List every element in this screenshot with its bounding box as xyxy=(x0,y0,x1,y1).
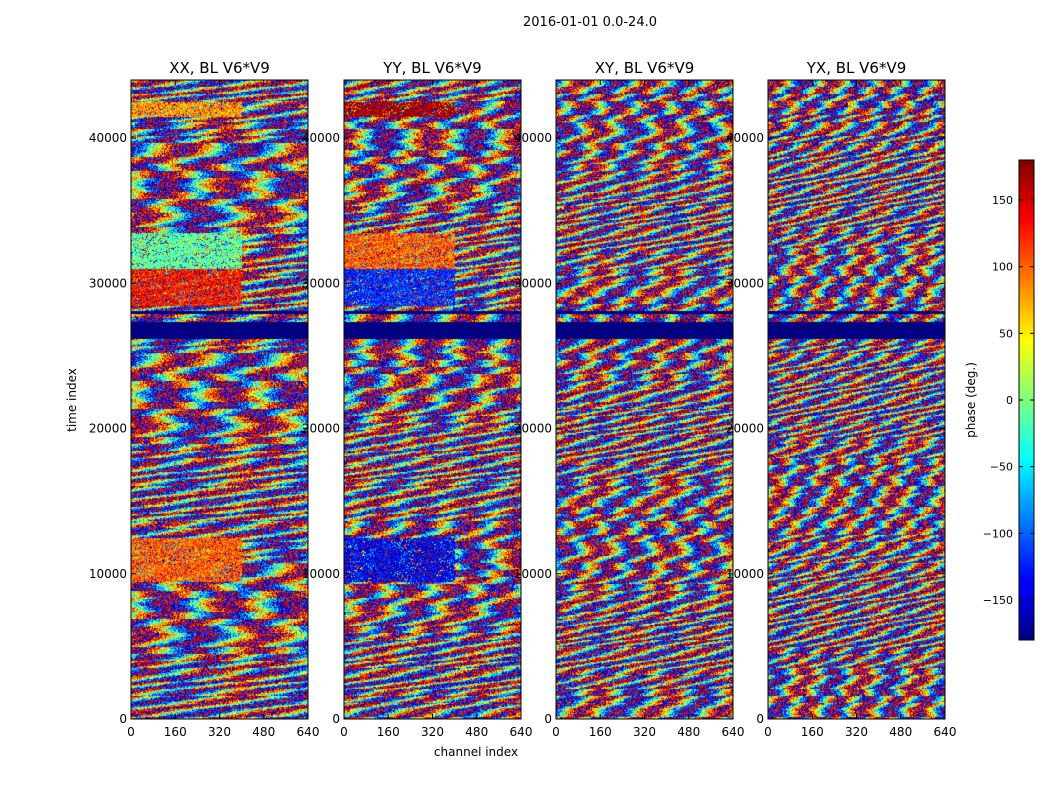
y-tick-label: 20000 xyxy=(514,422,552,436)
x-tick-label: 640 xyxy=(297,725,320,739)
panel-0: XX, BL V6*V9 0 160 320 480 640 0 10000 20000 3000… xyxy=(89,59,320,739)
colorbar-tick-label: 100 xyxy=(992,261,1013,274)
y-tick-label: 0 xyxy=(544,712,552,726)
x-tick-label: 0 xyxy=(340,725,348,739)
x-tick-label: 160 xyxy=(164,725,187,739)
colorbar-tick-label: −150 xyxy=(983,594,1013,607)
colorbar-tick-label: −50 xyxy=(990,461,1013,474)
phase-heatmap xyxy=(344,80,521,719)
x-tick-label: 640 xyxy=(510,725,533,739)
colorbar-label: phase (deg.) xyxy=(964,362,978,438)
colorbar-tick-label: 0 xyxy=(1006,394,1013,407)
colorbar: −150 −100 −50 0 50 100 150 phase (deg.) xyxy=(964,159,1035,641)
y-tick-label: 30000 xyxy=(726,276,764,290)
y-tick-label: 40000 xyxy=(89,131,127,145)
y-tick-label: 10000 xyxy=(89,567,127,581)
x-tick-label: 0 xyxy=(127,725,135,739)
phase-heatmap xyxy=(768,80,945,719)
x-tick-label: 160 xyxy=(377,725,400,739)
y-tick-label: 10000 xyxy=(726,567,764,581)
x-tick-label: 160 xyxy=(589,725,612,739)
y-tick-label: 30000 xyxy=(89,276,127,290)
panel-3: YX, BL V6*V9 0 160 320 480 640 0 10000 20000 3000… xyxy=(726,59,957,739)
y-tick-label: 0 xyxy=(756,712,764,726)
colorbar-tick-label: 50 xyxy=(999,327,1013,340)
x-tick-label: 480 xyxy=(252,725,275,739)
y-tick-label: 0 xyxy=(119,712,127,726)
y-tick-label: 20000 xyxy=(89,422,127,436)
y-tick-label: 40000 xyxy=(302,131,340,145)
x-tick-label: 480 xyxy=(465,725,488,739)
x-tick-label: 320 xyxy=(421,725,444,739)
y-tick-label: 10000 xyxy=(302,567,340,581)
y-tick-label: 40000 xyxy=(514,131,552,145)
x-tick-label: 480 xyxy=(677,725,700,739)
colorbar-tick-label: 150 xyxy=(992,194,1013,207)
panel-1: YY, BL V6*V9 0 160 320 480 640 0 10000 20000 3000… xyxy=(302,59,533,739)
x-tick-label: 160 xyxy=(801,725,824,739)
y-axis-label: time index xyxy=(65,368,79,432)
y-tick-label: 40000 xyxy=(726,131,764,145)
y-tick-label: 20000 xyxy=(726,422,764,436)
x-tick-label: 320 xyxy=(633,725,656,739)
y-tick-label: 0 xyxy=(332,712,340,726)
x-tick-label: 480 xyxy=(889,725,912,739)
y-tick-label: 30000 xyxy=(302,276,340,290)
y-tick-label: 10000 xyxy=(514,567,552,581)
panel-title: YX, BL V6*V9 xyxy=(806,59,907,77)
phase-heatmap xyxy=(131,80,308,719)
x-tick-label: 0 xyxy=(552,725,560,739)
x-axis-label: channel index xyxy=(434,745,518,759)
x-tick-label: 640 xyxy=(722,725,745,739)
x-tick-label: 640 xyxy=(934,725,957,739)
y-tick-label: 20000 xyxy=(302,422,340,436)
panel-2: XY, BL V6*V9 0 160 320 480 640 0 10000 20000 3000… xyxy=(514,59,745,739)
x-tick-label: 320 xyxy=(208,725,231,739)
colorbar-tick-label: −100 xyxy=(983,527,1013,540)
phase-heatmap xyxy=(556,80,733,719)
figure-suptitle: 2016-01-01 0.0-24.0 xyxy=(523,15,657,30)
x-tick-label: 0 xyxy=(764,725,772,739)
panel-title: YY, BL V6*V9 xyxy=(382,59,481,77)
panel-title: XX, BL V6*V9 xyxy=(169,59,270,77)
x-tick-label: 320 xyxy=(845,725,868,739)
y-tick-label: 30000 xyxy=(514,276,552,290)
panel-title: XY, BL V6*V9 xyxy=(595,59,695,77)
